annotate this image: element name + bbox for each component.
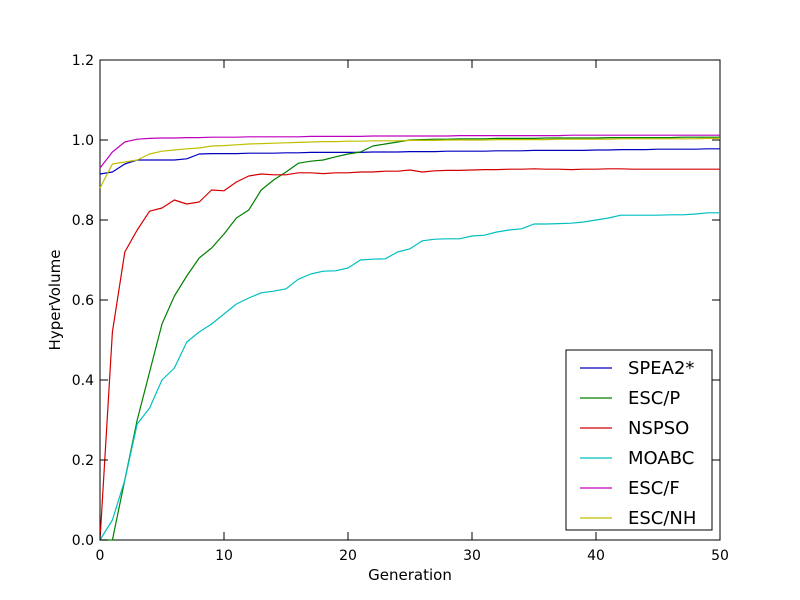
legend-frame bbox=[565, 349, 713, 531]
series-line-5 bbox=[99, 137, 720, 189]
series-line-3 bbox=[99, 212, 720, 541]
legend-items: SPEA2* ESC/P NSPSO MOABC ESC/F ESC/NH bbox=[580, 358, 696, 529]
y-tick-label: 1.2 bbox=[72, 53, 94, 69]
x-tick-label: 10 bbox=[215, 548, 233, 564]
y-tick-label: 0.4 bbox=[72, 373, 94, 389]
legend-label-0: SPEA2* bbox=[628, 358, 694, 379]
x-tick-label: 30 bbox=[463, 548, 481, 564]
x-tick-label: 40 bbox=[587, 548, 605, 564]
y-tick-label: 0.8 bbox=[72, 213, 94, 229]
series-line-2 bbox=[99, 168, 720, 541]
legend-label-5: ESC/NH bbox=[628, 508, 696, 529]
y-axis-title: HyperVolume bbox=[46, 250, 64, 351]
x-tick-label: 20 bbox=[339, 548, 357, 564]
series-group bbox=[99, 134, 720, 541]
x-axis-title: Generation bbox=[368, 566, 452, 584]
axis-ticks: 0 10 20 30 40 50 0.0 0.2 0.4 0.6 0.8 1.0 1.2 bbox=[72, 53, 729, 564]
legend: SPEA2* ESC/P NSPSO MOABC ESC/F ESC/NH bbox=[565, 349, 713, 531]
y-tick-label: 0.2 bbox=[72, 453, 94, 469]
y-tick-label: 0.6 bbox=[72, 293, 94, 309]
y-tick-label: 0.0 bbox=[72, 533, 94, 549]
legend-label-1: ESC/P bbox=[628, 388, 680, 409]
series-line-0 bbox=[99, 148, 720, 175]
x-tick-label: 50 bbox=[711, 548, 729, 564]
y-tick-label: 1.0 bbox=[72, 133, 94, 149]
series-line-4 bbox=[99, 134, 720, 169]
legend-label-4: ESC/F bbox=[628, 478, 680, 499]
legend-label-2: NSPSO bbox=[628, 418, 689, 439]
x-tick-label: 0 bbox=[96, 548, 105, 564]
legend-label-3: MOABC bbox=[628, 448, 694, 469]
